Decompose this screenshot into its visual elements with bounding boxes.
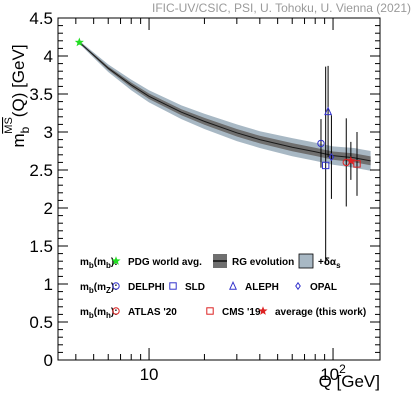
rg-evolution-band <box>79 41 371 166</box>
legend-marker-1-1 <box>169 282 177 290</box>
y-axis-title-text: mbMS(Q) [GeV] <box>3 44 32 147</box>
legend-marker-2-2 <box>258 306 268 315</box>
legend: mb(mb): PDG world avg. RG evolution +δαs mb(… <box>80 253 366 320</box>
y-tick-label-4: 2 <box>44 199 53 218</box>
legend-marker-alphas <box>298 253 314 269</box>
y-tick-label-9: 4.5 <box>29 9 53 28</box>
y-tick-label-0: 0 <box>44 351 53 370</box>
legend-label-0-0: PDG world avg. <box>128 257 202 268</box>
y-tick-label-7: 3.5 <box>29 85 53 104</box>
y-tick-label-8: 4 <box>44 47 53 66</box>
x-tick-label-0: 10 <box>140 365 159 384</box>
plot-frame <box>57 17 381 361</box>
rg-evolution-line <box>78 41 371 162</box>
y-tick-label-6: 3 <box>44 123 53 142</box>
x-axis-title: Q [GeV] <box>319 372 380 391</box>
x-tick-label-1: 102 <box>320 362 346 384</box>
legend-label-1-1: SLD <box>185 282 205 293</box>
legend-label-2-2: average (this work) <box>275 307 366 318</box>
credit-text: IFIC-UV/CSIC, PSI, U. Tohoku, U. Vienna … <box>152 1 411 15</box>
legend-marker-1-3 <box>295 281 301 291</box>
point-1-0 <box>317 139 325 148</box>
band-layer <box>78 40 371 171</box>
legend-label-1-3: OPAL <box>310 282 337 293</box>
legend-head-1: mb(mZ): <box>80 282 118 295</box>
y-tick-label-5: 2.5 <box>29 161 53 180</box>
y-tick-label-3: 1.5 <box>29 237 53 256</box>
legend-marker-2-1 <box>206 307 214 315</box>
point-3-0 <box>324 106 333 116</box>
legend-label-1-2: ALEPH <box>245 282 279 293</box>
point-4-0 <box>328 153 335 162</box>
legend-marker-1-2 <box>229 280 237 290</box>
legend-label-0-1: RG evolution <box>232 257 294 268</box>
point-6-0 <box>353 160 361 168</box>
legend-label-2-0: ATLAS '20 <box>128 307 177 318</box>
point-0-0 <box>74 37 84 47</box>
point-7-0 <box>346 156 356 165</box>
legend-label-0-2: +δαs <box>318 257 341 270</box>
legend-marker-2-0 <box>112 307 120 315</box>
point-2-0 <box>321 161 330 170</box>
legend-label-1-0: DELPHI <box>128 282 165 293</box>
legend-marker-1-0 <box>112 282 120 290</box>
ticks-layer: 10 102 0 0.5 1 1.5 2 2.5 3 3.5 4 4.5 <box>29 9 380 384</box>
legend-head-2: mb(mh): <box>80 307 118 320</box>
y-tick-label-2: 1 <box>44 275 53 294</box>
legend-marker-0-0 <box>111 256 121 265</box>
y-axis-title: mbMS(Q) [GeV] <box>3 44 32 147</box>
legend-label-2-1: CMS '19 <box>222 307 261 318</box>
y-tick-label-1: 0.5 <box>29 313 53 332</box>
points-layer <box>74 37 361 265</box>
legend-head-0: mb(mb): <box>80 257 118 270</box>
